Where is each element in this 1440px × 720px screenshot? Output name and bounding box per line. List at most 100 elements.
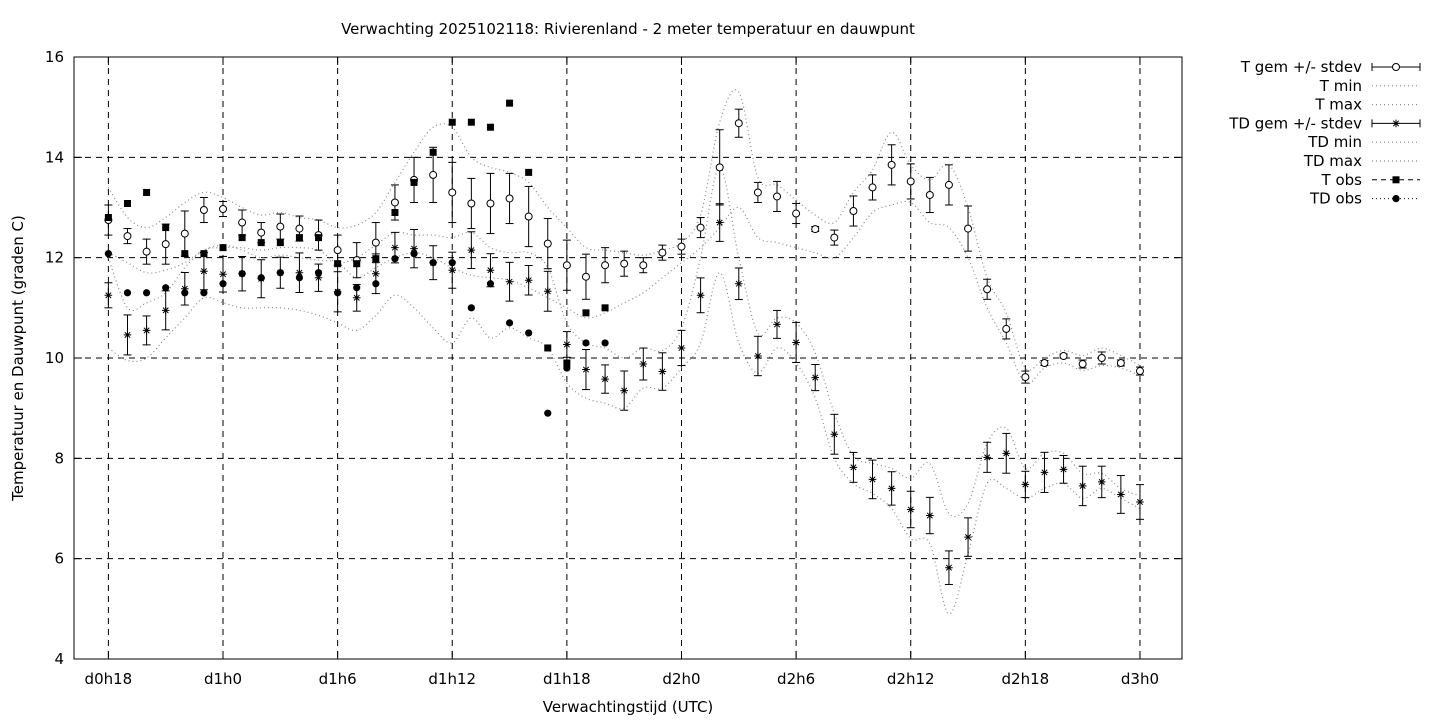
x-axis-label: Verwachtingstijd (UTC) <box>543 698 714 716</box>
data-point <box>964 224 973 233</box>
x-tick-label: d1h12 <box>428 670 476 688</box>
data-point <box>334 289 342 297</box>
x-tick-label: d1h6 <box>319 670 357 688</box>
data-point <box>849 207 858 216</box>
data-point <box>353 260 361 268</box>
data-point <box>162 284 170 292</box>
legend-label: T min <box>1319 77 1362 95</box>
data-point <box>563 359 571 367</box>
data-point <box>123 289 132 297</box>
data-point <box>1002 449 1011 458</box>
data-point <box>1059 465 1068 474</box>
legend-label: TD min <box>1307 133 1362 151</box>
data-point <box>200 289 208 297</box>
data-point <box>925 190 934 199</box>
data-point <box>486 199 495 208</box>
data-point <box>696 223 705 232</box>
data-point <box>830 430 839 439</box>
y-axis-label: Temperatuur en Dauwpunt (graden C) <box>9 215 27 502</box>
legend-item-td-max: TD max <box>1303 152 1420 170</box>
legend-item-td-gem-stdev: TD gem +/- stdev <box>1228 114 1421 132</box>
data-point <box>104 250 112 258</box>
data-point <box>390 198 399 207</box>
data-point <box>199 206 208 215</box>
data-point <box>429 259 437 267</box>
data-point <box>429 148 437 156</box>
data-point <box>142 326 151 335</box>
data-point <box>945 563 953 572</box>
data-point <box>161 306 170 315</box>
data-point <box>467 199 476 208</box>
data-point <box>601 261 610 270</box>
data-point <box>677 242 686 251</box>
legend-item-t-min: T min <box>1319 77 1420 95</box>
data-point <box>1021 480 1030 489</box>
data-point <box>887 484 896 493</box>
data-point <box>773 192 782 201</box>
legend-item-t-gem-stdev: T gem +/- stdev <box>1240 58 1421 76</box>
plot-area <box>104 89 1144 615</box>
legend-label: T gem +/- stdev <box>1240 58 1362 76</box>
data-point <box>543 239 552 248</box>
data-point <box>715 163 724 172</box>
y-tick-label: 12 <box>45 249 64 267</box>
data-point <box>333 246 342 255</box>
data-point <box>754 352 762 360</box>
data-point <box>1116 359 1125 368</box>
data-point <box>505 194 514 203</box>
data-point <box>238 234 246 242</box>
data-point <box>391 243 399 252</box>
data-point <box>753 188 762 197</box>
data-point <box>677 344 686 352</box>
data-point <box>276 222 285 231</box>
data-point <box>1135 367 1144 376</box>
data-point <box>123 232 132 241</box>
data-point <box>104 214 112 222</box>
data-point <box>104 291 113 300</box>
data-point <box>926 511 934 520</box>
data-point <box>181 250 189 258</box>
data-point <box>295 224 304 233</box>
data-point <box>238 218 247 227</box>
data-point <box>486 266 495 275</box>
data-point <box>582 339 590 347</box>
data-point <box>811 373 820 382</box>
data-point <box>448 188 457 197</box>
data-point <box>849 463 858 472</box>
series-td-obs <box>104 250 609 417</box>
data-point <box>983 453 991 462</box>
data-point <box>295 274 304 282</box>
data-point <box>658 248 667 257</box>
data-point <box>410 250 418 258</box>
data-point <box>1136 498 1144 506</box>
data-point <box>486 280 495 288</box>
data-point <box>868 475 877 484</box>
y-tick-label: 6 <box>54 550 64 568</box>
data-point <box>581 272 590 281</box>
data-point <box>601 339 609 347</box>
data-point <box>295 234 303 242</box>
legend-item-t-obs: T obs <box>1321 171 1420 189</box>
x-tick-label: d2h6 <box>777 670 815 688</box>
y-tick-label: 16 <box>45 48 64 66</box>
data-point <box>181 289 189 297</box>
legend-label: TD max <box>1303 152 1362 170</box>
legend-label: T obs <box>1321 171 1363 189</box>
data-point <box>257 239 265 247</box>
data-point <box>143 188 151 196</box>
data-point <box>1002 324 1011 333</box>
x-tick-label: d3h0 <box>1121 670 1159 688</box>
data-point <box>181 284 189 293</box>
legend-label: TD gem +/- stdev <box>1228 114 1362 132</box>
data-point <box>563 364 571 372</box>
data-point <box>371 238 380 247</box>
data-point <box>906 177 915 186</box>
data-point <box>315 234 323 242</box>
data-point <box>352 294 361 302</box>
data-point <box>448 259 456 267</box>
data-point <box>505 319 514 327</box>
data-point <box>410 244 418 253</box>
data-point <box>639 261 648 270</box>
data-point <box>543 287 552 296</box>
